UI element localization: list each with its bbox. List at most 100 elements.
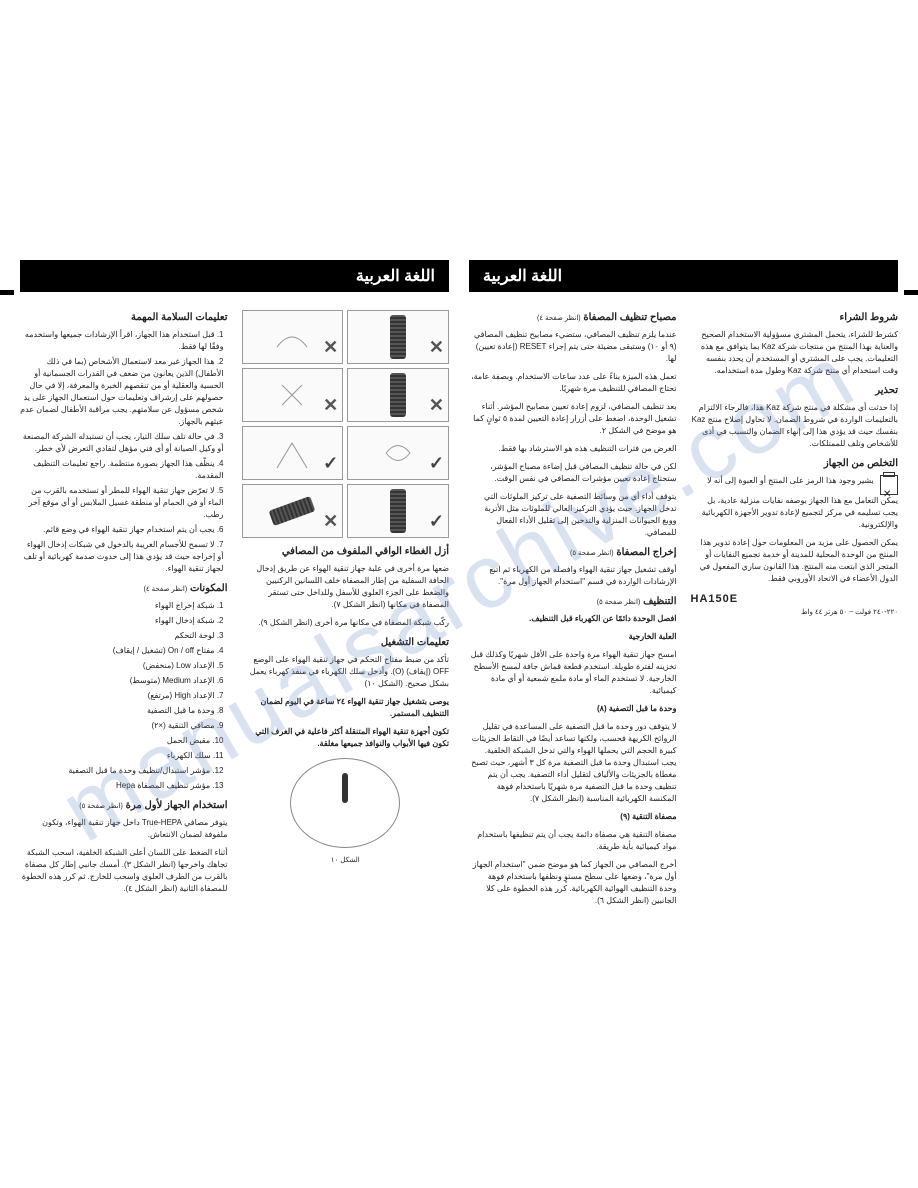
first-use-title: استخدام الجهاز لأول مرة (انظر صفحة ٥) bbox=[20, 798, 228, 813]
first-use-ref: (انظر صفحة ٥) bbox=[79, 803, 123, 810]
components-title-text: المكونات bbox=[190, 583, 228, 594]
crop-mark-right bbox=[904, 290, 918, 295]
left-columns: شروط الشراء كشرط للشراء، يتحمل المشتري م… bbox=[469, 304, 898, 913]
disposal-p1: يشير وجود هذا الرمز على المنتج أو العبوة… bbox=[702, 476, 898, 529]
remove-filter-ref: (انظر صفحة ٥) bbox=[570, 550, 614, 557]
lamp-title-text: مصباح تنظيف المصفاة bbox=[583, 312, 676, 323]
lamp-p3: بعد تنظيف المصافي، لزوم إعادة تعيين مصاب… bbox=[469, 401, 677, 437]
hand2-sketch-icon bbox=[272, 433, 312, 473]
illus-2: ✕ bbox=[242, 310, 344, 364]
illus-8: ✕ bbox=[242, 484, 344, 538]
safety-item: لا تعرّض جهاز تنقية الهواء للمطر أو تستخ… bbox=[20, 485, 224, 521]
cleaning-p0: افصل الوحدة دائمًا عن الكهرباء قبل التنظ… bbox=[469, 613, 677, 625]
cleaning-sub1: العلبة الخارجية bbox=[469, 631, 677, 643]
left-page: اللغة العربية شروط الشراء كشرط للشراء، ي… bbox=[469, 260, 898, 913]
illus-4: ✕ bbox=[242, 368, 344, 422]
safety-item: هذا الجهاز غير معد لاستعمال الأشخاص (بما… bbox=[20, 356, 224, 428]
cleaning-title: التنظيف (انظر صفحة ٥) bbox=[469, 594, 677, 609]
crop-mark-left bbox=[0, 290, 14, 295]
component-item: سلك الكهرباء bbox=[20, 750, 224, 762]
cross-icon: ✕ bbox=[429, 334, 444, 361]
safety-item: لا تسمح للأجسام الغريبة بالدخول في شبكات… bbox=[20, 539, 224, 575]
cleaning-sub1-p: امسح جهاز تنقية الهواء مرة واحدة على الأ… bbox=[469, 649, 677, 697]
component-item: مصافي التنقية (×٢) bbox=[20, 720, 224, 732]
cord-sketch-icon bbox=[272, 317, 312, 357]
operation-p3: تكون أجهزة تنقية الهواء المتنقلة أكثر فا… bbox=[242, 726, 450, 750]
remove-cover-p: ضعها مرة أخرى في علبة جهاز تنقية الهواء … bbox=[242, 563, 450, 611]
tower-tilt-icon bbox=[269, 496, 316, 526]
hand-sketch-icon bbox=[378, 433, 418, 473]
fig10-caption: الشكل ١٠ bbox=[242, 856, 450, 867]
model-spec: ٢٢٠-٢٤٠ فولت ~ ٥٠ هرتز ٤٤ واط bbox=[691, 608, 899, 619]
lamp-p6: يتوقف أداء أي من وسائط التصفية على تركيز… bbox=[469, 491, 677, 539]
cross-icon: ✕ bbox=[323, 508, 338, 535]
check-icon: ✓ bbox=[429, 508, 444, 535]
purchase-text: كشرط للشراء، يتحمل المشتري مسؤولية الاست… bbox=[691, 329, 899, 377]
remove-cover-title: أزل الغطاء الواقي الملفوف من المصافي bbox=[242, 544, 450, 559]
right-columns: ✕ ✕ ✕ ✕ ✓ ✓ ✓ ✕ أزل الغطاء الواقي الملفو… bbox=[20, 304, 449, 901]
safety-title: تعليمات السلامة المهمة bbox=[20, 310, 228, 325]
cross-icon: ✕ bbox=[323, 392, 338, 419]
lamp-p1: عندما يلزم تنظيف المصافي، ستضيء مصابيح ت… bbox=[469, 329, 677, 365]
cleaning-sub3-p: مصفاة التنقية هي مصفاة دائمة يجب أن يتم … bbox=[469, 829, 677, 853]
safety-item: قبل استخدام هذا الجهاز، اقرأ الإرشادات ج… bbox=[20, 329, 224, 353]
component-item: شبكة إخراج الهواء bbox=[20, 600, 224, 612]
remove-filter-title-text: إخراج المصفاة bbox=[616, 547, 676, 558]
illus-3: ✕ bbox=[347, 368, 449, 422]
component-item: الإعداد Low (منخفض) bbox=[20, 660, 224, 672]
dial-figure bbox=[290, 758, 400, 848]
tower-icon bbox=[390, 315, 406, 359]
illustration-grid: ✕ ✕ ✕ ✕ ✓ ✓ ✓ ✕ bbox=[242, 310, 450, 538]
lamp-title: مصباح تنظيف المصفاة (انظر صفحة ٤) bbox=[469, 310, 677, 325]
purchase-title: شروط الشراء bbox=[691, 310, 899, 325]
component-item: الإعداد High (مرتفع) bbox=[20, 690, 224, 702]
disposal-title: التخلص من الجهاز bbox=[691, 456, 899, 471]
operation-p2: يوصى بتشغيل جهاز تنقية الهواء ٢٤ ساعة في… bbox=[242, 696, 450, 720]
cleaning-ref: (انظر صفحة ٥) bbox=[597, 599, 641, 606]
lamp-ref: (انظر صفحة ٤) bbox=[537, 315, 581, 322]
safety-item: ينظّف هذا الجهاز بصورة منتظمة. راجع تعلي… bbox=[20, 458, 224, 482]
component-item: شبكة إدخال الهواء bbox=[20, 615, 224, 627]
cleaning-sub3: مصفاة التنقية (٩) bbox=[469, 811, 677, 823]
components-ref: (انظر صفحة ٤) bbox=[144, 586, 188, 593]
illus-7: ✓ bbox=[347, 484, 449, 538]
component-item: مقبض الحمل bbox=[20, 735, 224, 747]
first-use-p1: يتوفر مصافي True-HEPA داخل جهاز تنقية ال… bbox=[20, 817, 228, 841]
component-item: مؤشر استبدال/تنظيف وحدة ما قبل التصفية bbox=[20, 765, 224, 777]
first-use-title-text: استخدام الجهاز لأول مرة bbox=[126, 800, 228, 811]
right-col-b: تعليمات السلامة المهمة قبل استخدام هذا ا… bbox=[20, 304, 228, 901]
cleaning-sub3-p2: أخرج المصافي من الجهاز كما هو موضح ضمن "… bbox=[469, 859, 677, 907]
component-item: وحدة ما قبل التصفية bbox=[20, 705, 224, 717]
component-item: مفتاح On / off (تشغيل / إيقاف) bbox=[20, 645, 224, 657]
weee-icon bbox=[880, 475, 898, 495]
cleaning-title-text: التنظيف bbox=[643, 596, 676, 607]
header-right: اللغة العربية bbox=[20, 260, 449, 292]
operation-p1: تأكد من ضبط مفتاح التحكم في جهاز تنقية ا… bbox=[242, 654, 450, 690]
cross-icon: ✕ bbox=[429, 392, 444, 419]
remove-filter-title: إخراج المصفاة (انظر صفحة ٥) bbox=[469, 545, 677, 560]
tower-icon bbox=[390, 373, 406, 417]
spray-sketch-icon bbox=[272, 375, 312, 415]
safety-list: قبل استخدام هذا الجهاز، اقرأ الإرشادات ج… bbox=[20, 329, 228, 575]
disposal-text-1: يشير وجود هذا الرمز على المنتج أو العبوة… bbox=[691, 475, 899, 531]
components-title: المكونات (انظر صفحة ٤) bbox=[20, 581, 228, 596]
left-col-b: مصباح تنظيف المصفاة (انظر صفحة ٤) عندما … bbox=[469, 304, 677, 913]
left-col-a: شروط الشراء كشرط للشراء، يتحمل المشتري م… bbox=[691, 304, 899, 913]
page-spread: اللغة العربية شروط الشراء كشرط للشراء، ي… bbox=[20, 260, 898, 913]
illus-5: ✓ bbox=[347, 426, 449, 480]
remove-filter-p: أوقف تشغيل جهاز تنقية الهواء وافصله من ا… bbox=[469, 564, 677, 588]
check-icon: ✓ bbox=[429, 450, 444, 477]
illus-1: ✕ bbox=[347, 310, 449, 364]
component-item: مؤشر تنظيف المصفاة Hepa bbox=[20, 780, 224, 792]
right-col-a: ✕ ✕ ✕ ✕ ✓ ✓ ✓ ✕ أزل الغطاء الواقي الملفو… bbox=[242, 304, 450, 901]
cross-icon: ✕ bbox=[323, 334, 338, 361]
warning-title: تحذير bbox=[691, 383, 899, 398]
illus-6: ✓ bbox=[242, 426, 344, 480]
components-list: شبكة إخراج الهواء شبكة إدخال الهواء لوحة… bbox=[20, 600, 228, 792]
model-number: HA150E bbox=[691, 591, 899, 608]
operation-title: تعليمات التشغيل bbox=[242, 635, 450, 650]
right-page: اللغة العربية ✕ ✕ ✕ ✕ ✓ ✓ ✓ ✕ أزل الغطاء… bbox=[20, 260, 449, 913]
header-left: اللغة العربية bbox=[469, 260, 898, 292]
safety-item: يجب أن يتم استخدام جهاز تنقية الهواء في … bbox=[20, 524, 224, 536]
safety-item: في حالة تلف سلك التيار، يجب أن تستبدله ا… bbox=[20, 431, 224, 455]
